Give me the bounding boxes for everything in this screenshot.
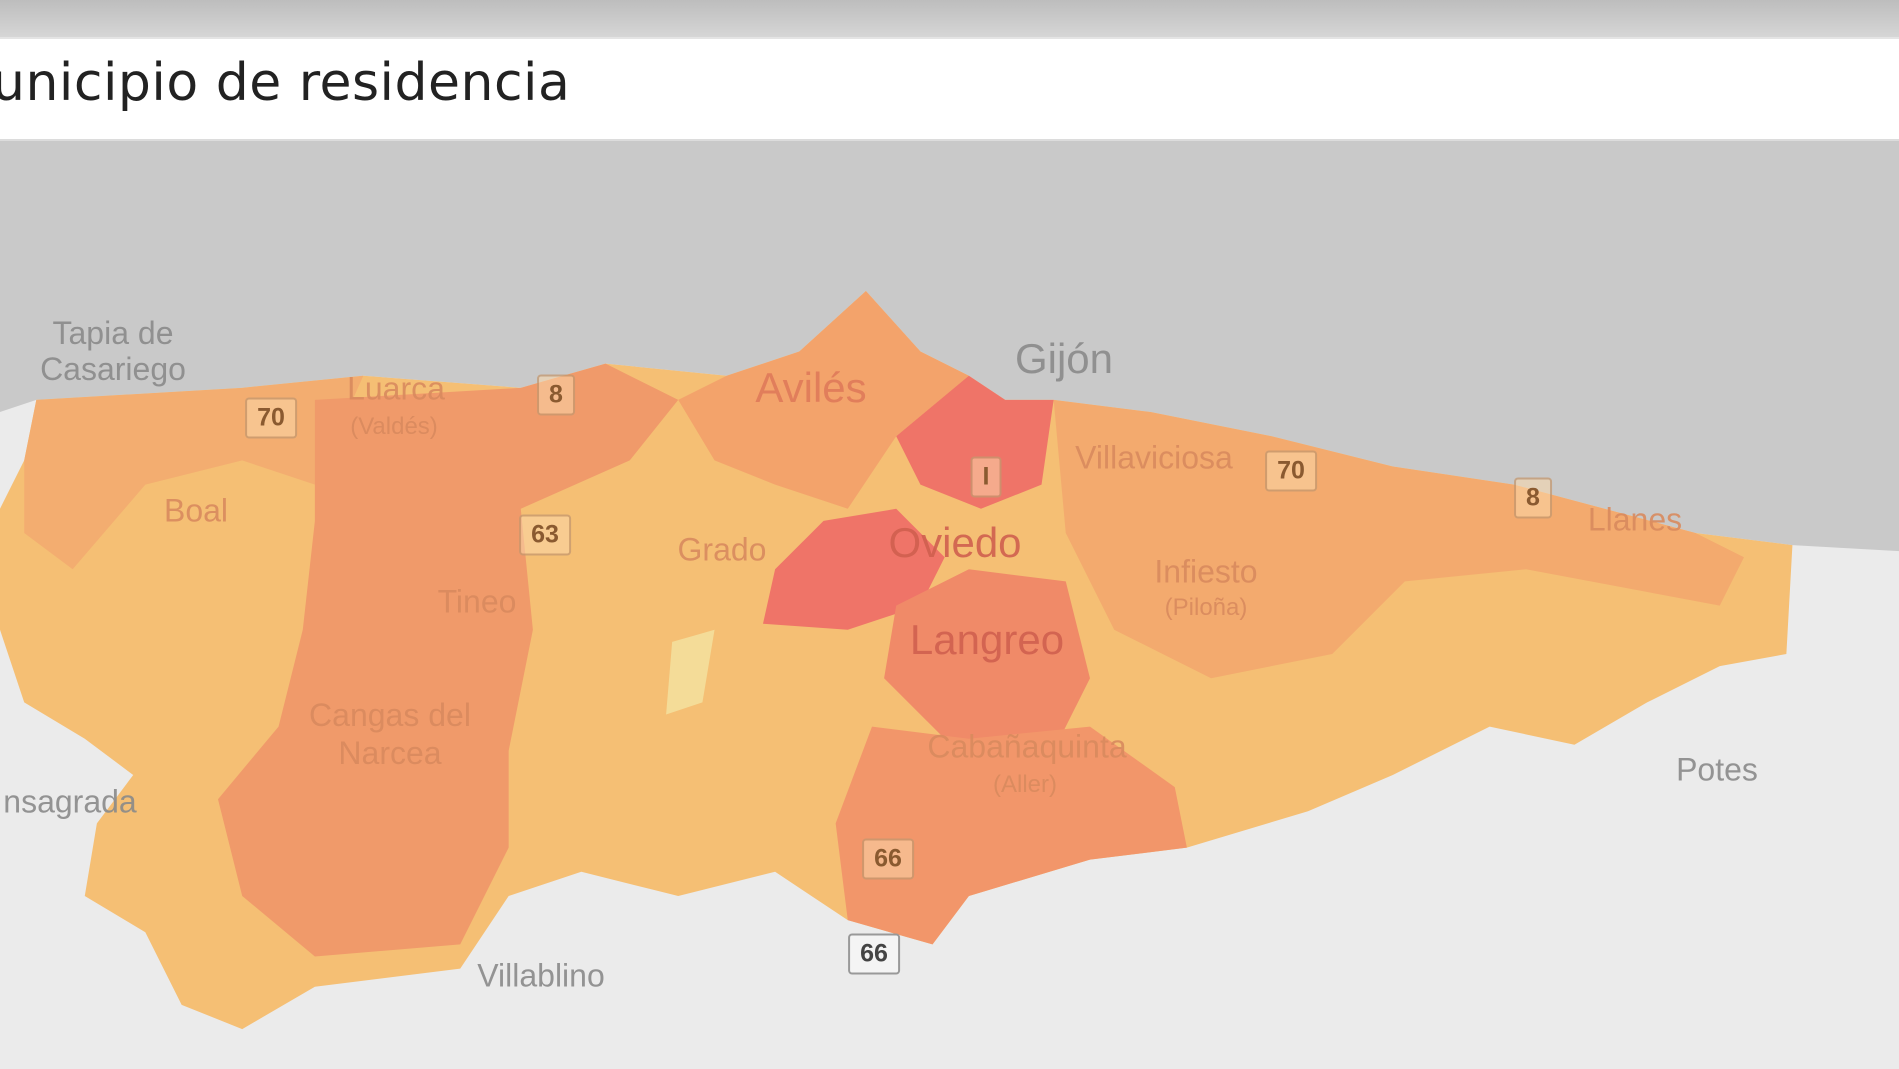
map-canvas <box>0 141 1899 1069</box>
place-label-boal: Boal <box>163 492 229 529</box>
place-label-tineo: Tineo <box>437 583 517 620</box>
browser-top-bar <box>0 0 1899 39</box>
road-shield-63: 63 <box>519 514 571 556</box>
road-shield-70: 70 <box>245 397 297 439</box>
place-label-villablino: Villablino <box>477 957 605 994</box>
place-label-aviles: Avilés <box>755 364 867 411</box>
road-shield-66: 66 <box>862 838 914 880</box>
region-tineo-cangas <box>217 363 679 957</box>
place-label-tapia-de-casariego: Tapia de Casariego <box>40 315 186 387</box>
place-label-cabanaquinta: Cabañaquinta <box>927 728 1127 765</box>
place-sublabel-pilona: (Piloña) <box>1164 594 1248 621</box>
region-oviedo <box>762 508 945 630</box>
region-aller <box>835 726 1187 945</box>
place-label-grado: Grado <box>677 531 767 568</box>
place-sublabel-aller: (Aller) <box>993 771 1057 798</box>
region-east <box>1053 399 1744 679</box>
sea <box>0 141 1899 552</box>
region-aviles <box>678 291 969 509</box>
place-label-infiesto: Infiesto <box>1154 553 1258 590</box>
region-nalon <box>884 569 1090 751</box>
place-sublabel-valdes: (Valdés) <box>350 413 438 440</box>
place-label-potes: Potes <box>1676 751 1758 788</box>
road-shield-8-east: 8 <box>1514 477 1552 519</box>
place-label-fonsagrada: nsagrada <box>3 783 137 820</box>
choropleth-map[interactable]: Tapia de Casariego Luarca (Valdés) Boal … <box>0 141 1899 1069</box>
place-text: Tapia de <box>52 315 174 351</box>
place-text: Casariego <box>40 351 186 387</box>
place-label-llanes: Llanes <box>1587 501 1683 538</box>
region-gijon <box>896 375 1054 509</box>
title-bar: unicipio de residencia <box>0 39 1899 141</box>
place-text: Narcea <box>338 735 442 771</box>
road-shield-66-south: 66 <box>848 933 900 975</box>
place-label-gijon: Gijón <box>1014 335 1114 382</box>
place-label-oviedo: Oviedo <box>888 519 1022 566</box>
place-label-villaviciosa: Villaviciosa <box>1075 439 1233 476</box>
place-label-langreo: Langreo <box>909 616 1065 663</box>
place-text: Cangas del <box>309 697 471 733</box>
road-shield-8: 8 <box>537 374 575 416</box>
road-shield-i: I <box>970 456 1002 498</box>
road-shield-70-east: 70 <box>1265 450 1317 492</box>
place-label-cangas-del-narcea: Cangas del Narcea <box>309 696 471 772</box>
region-lowest <box>666 629 715 715</box>
place-label-luarca: Luarca <box>347 370 445 407</box>
page-title: unicipio de residencia <box>0 53 571 113</box>
